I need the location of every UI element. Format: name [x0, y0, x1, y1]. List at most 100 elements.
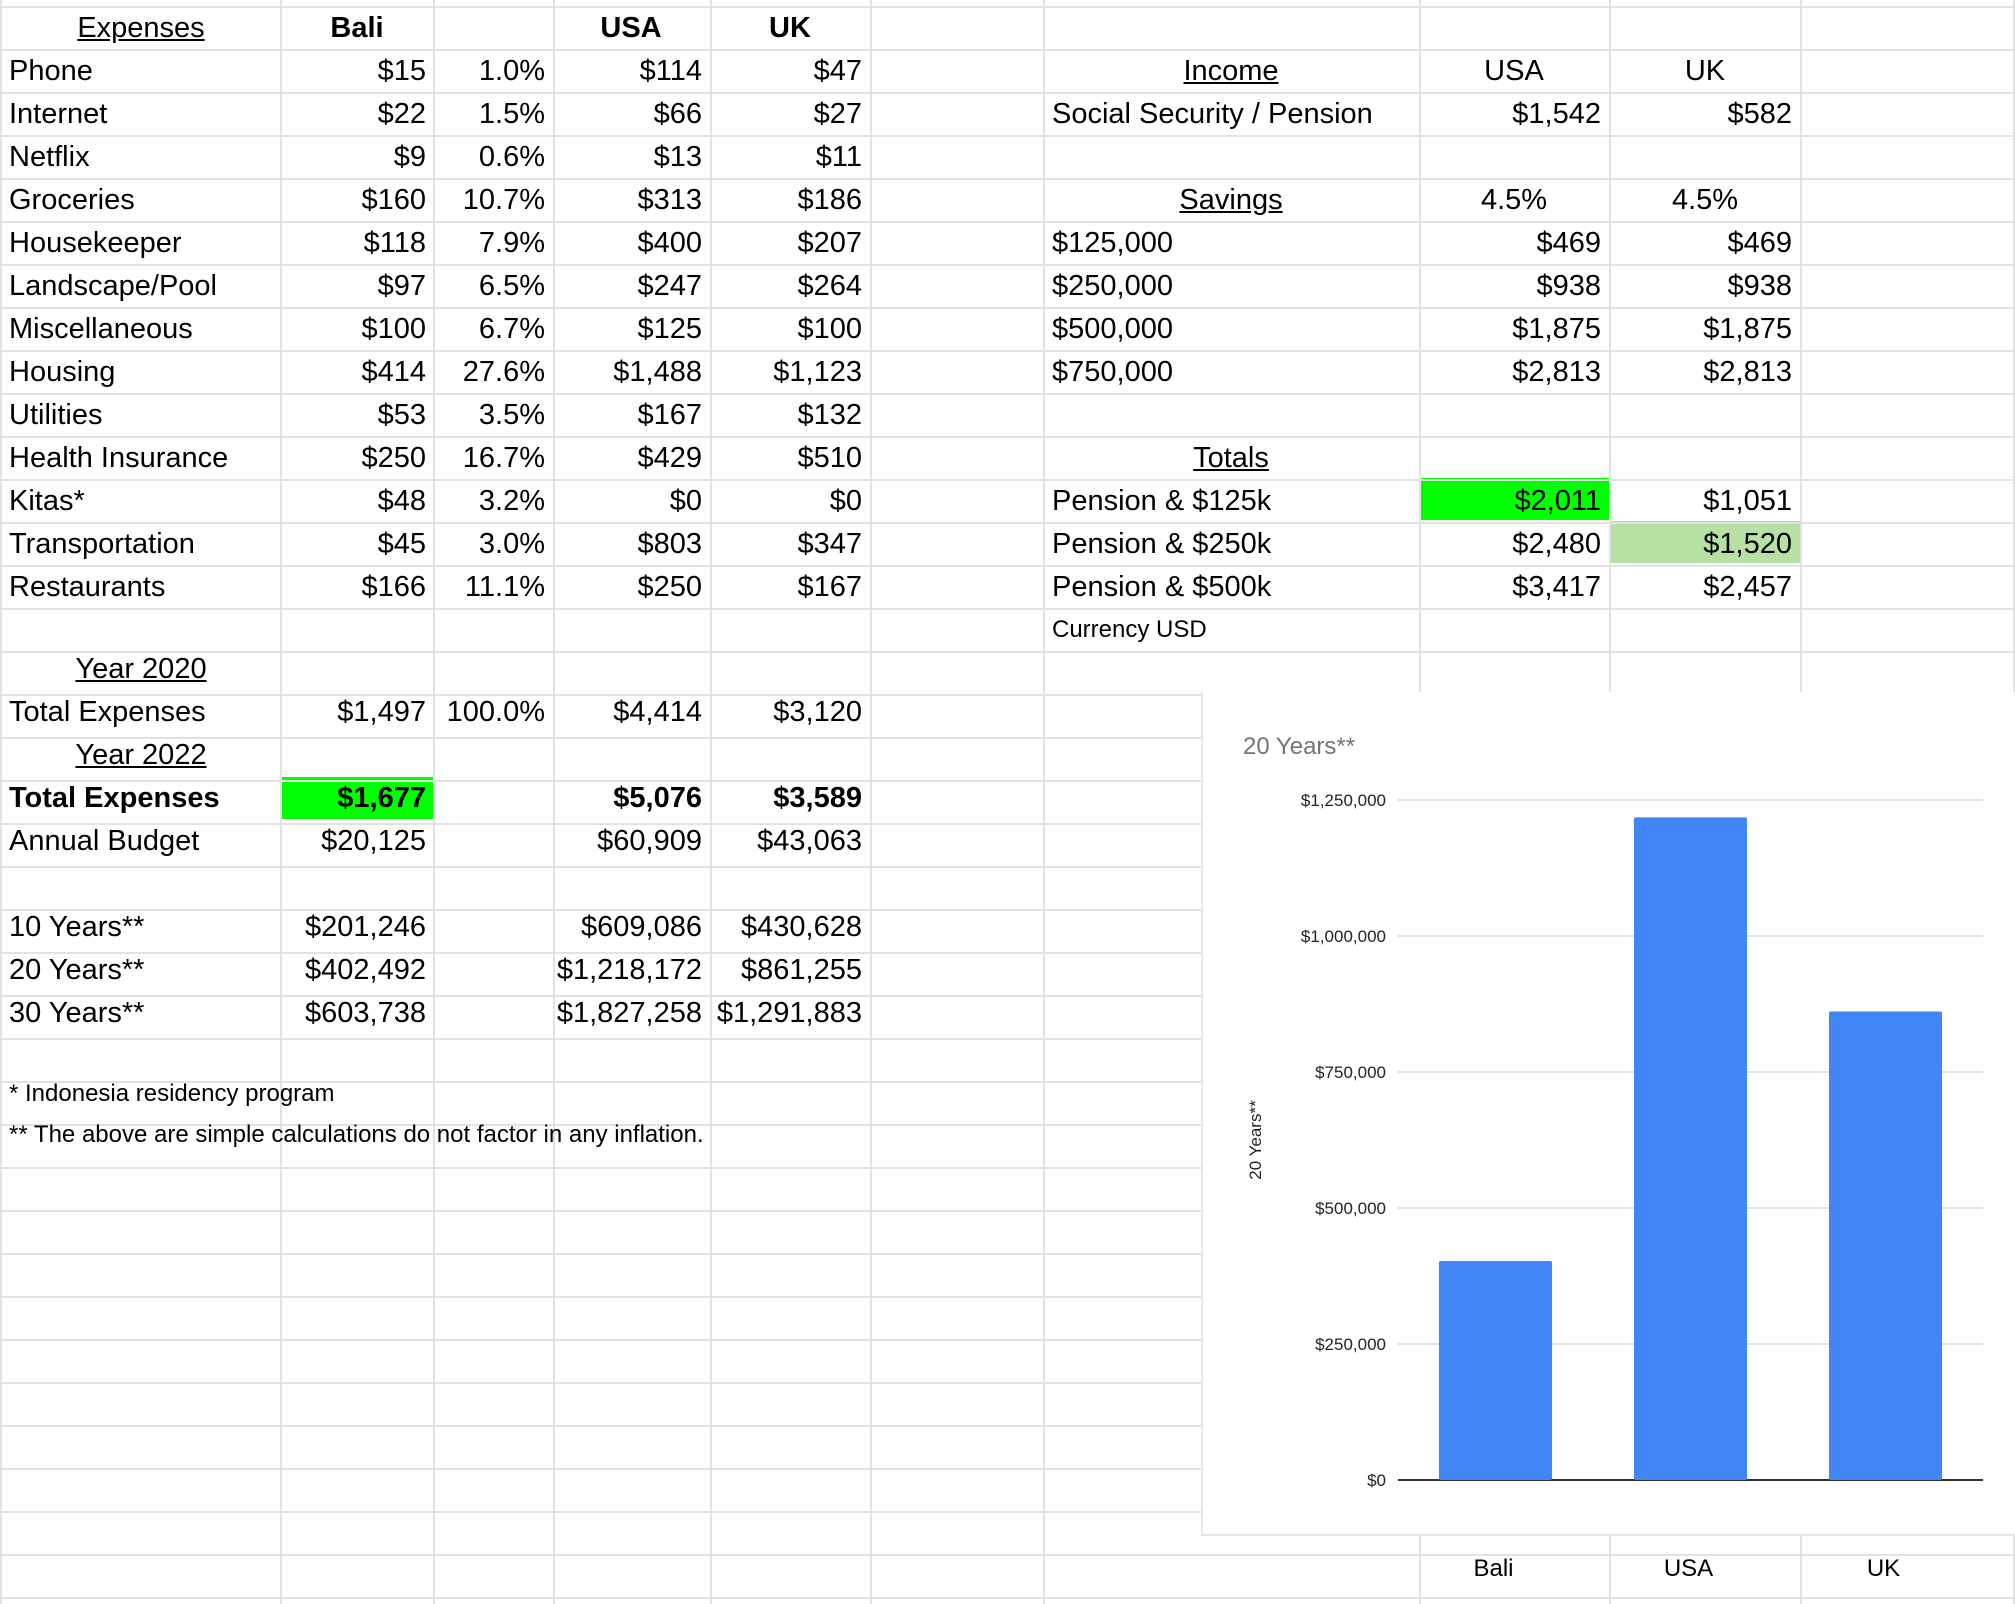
- expense-usa[interactable]: $114: [639, 55, 702, 87]
- annual-budget-bali[interactable]: $20,125: [321, 825, 426, 857]
- expense-name[interactable]: Kitas*: [9, 485, 85, 517]
- expense-pct[interactable]: 7.9%: [478, 227, 545, 259]
- expense-pct[interactable]: 6.5%: [478, 270, 545, 302]
- expense-uk[interactable]: $100: [797, 313, 862, 345]
- income-title[interactable]: Income: [1183, 55, 1279, 87]
- total-expenses-2022-label[interactable]: Total Expenses: [9, 782, 220, 814]
- total-expenses-2022-usa[interactable]: $5,076: [613, 782, 702, 814]
- totals-title[interactable]: Totals: [1193, 442, 1269, 474]
- projection-usa[interactable]: $609,086: [581, 911, 702, 943]
- total-expenses-2020-bali[interactable]: $1,497: [337, 696, 426, 728]
- expense-usa[interactable]: $13: [653, 141, 702, 173]
- savings-uk[interactable]: $1,875: [1703, 313, 1792, 345]
- expense-usa[interactable]: $250: [637, 571, 702, 603]
- expense-pct[interactable]: 1.5%: [478, 98, 545, 130]
- income-header-uk[interactable]: UK: [1684, 55, 1726, 87]
- year-2020-title[interactable]: Year 2020: [75, 653, 207, 685]
- expense-usa[interactable]: $313: [637, 184, 702, 216]
- expense-uk[interactable]: $510: [797, 442, 862, 474]
- totals-uk[interactable]: $1,051: [1703, 485, 1792, 517]
- expense-usa[interactable]: $247: [637, 270, 702, 302]
- total-expenses-2022-uk[interactable]: $3,589: [773, 782, 862, 814]
- expense-bali[interactable]: $53: [377, 399, 426, 431]
- total-expenses-2020-label[interactable]: Total Expenses: [9, 696, 206, 728]
- expense-usa[interactable]: $429: [637, 442, 702, 474]
- column-header-uk[interactable]: UK: [769, 12, 811, 44]
- pension-usa[interactable]: $1,542: [1512, 98, 1601, 130]
- currency-note[interactable]: Currency USD: [1052, 616, 1207, 643]
- savings-uk[interactable]: $2,813: [1703, 356, 1792, 388]
- expense-uk[interactable]: $186: [797, 184, 862, 216]
- savings-usa[interactable]: $938: [1536, 270, 1601, 302]
- savings-amount[interactable]: $750,000: [1052, 356, 1173, 388]
- expense-bali[interactable]: $166: [361, 571, 426, 603]
- expense-name[interactable]: Phone: [9, 55, 93, 87]
- expense-uk[interactable]: $11: [815, 141, 862, 173]
- savings-usa[interactable]: $1,875: [1512, 313, 1601, 345]
- year-2022-title[interactable]: Year 2022: [75, 739, 207, 771]
- expense-name[interactable]: Groceries: [9, 184, 135, 216]
- expense-bali[interactable]: $15: [377, 55, 426, 87]
- projection-bali[interactable]: $402,492: [305, 954, 426, 986]
- total-expenses-2020-usa[interactable]: $4,414: [613, 696, 702, 728]
- expense-usa[interactable]: $1,488: [613, 356, 702, 388]
- pension-label[interactable]: Social Security / Pension: [1052, 98, 1373, 130]
- column-header-bali[interactable]: Bali: [330, 12, 384, 44]
- expense-pct[interactable]: 11.1%: [464, 571, 545, 603]
- projection-bali[interactable]: $603,738: [305, 997, 426, 1029]
- expense-usa[interactable]: $400: [637, 227, 702, 259]
- savings-rate-usa[interactable]: 4.5%: [1480, 184, 1548, 216]
- projection-bali[interactable]: $201,246: [305, 911, 426, 943]
- expense-uk[interactable]: $1,123: [773, 356, 862, 388]
- expense-name[interactable]: Netflix: [9, 141, 90, 173]
- totals-uk[interactable]: $1,520: [1703, 528, 1792, 560]
- expense-name[interactable]: Internet: [9, 98, 108, 130]
- expense-uk[interactable]: $207: [797, 227, 862, 259]
- totals-label[interactable]: Pension & $250k: [1052, 528, 1272, 560]
- expense-pct[interactable]: 0.6%: [478, 141, 545, 173]
- expense-usa[interactable]: $125: [637, 313, 702, 345]
- totals-usa[interactable]: $2,011: [1514, 485, 1601, 517]
- note-inflation[interactable]: ** The above are simple calculations do …: [9, 1121, 704, 1148]
- expense-bali[interactable]: $100: [361, 313, 426, 345]
- total-expenses-2022-bali[interactable]: $1,677: [337, 782, 426, 814]
- expense-name[interactable]: Transportation: [9, 528, 195, 560]
- note-residency[interactable]: * Indonesia residency program: [9, 1080, 335, 1107]
- projection-uk[interactable]: $430,628: [741, 911, 862, 943]
- expense-bali[interactable]: $48: [377, 485, 426, 517]
- expense-uk[interactable]: $167: [797, 571, 862, 603]
- expense-bali[interactable]: $97: [377, 270, 426, 302]
- expense-name[interactable]: Utilities: [9, 399, 103, 431]
- expense-bali[interactable]: $45: [377, 528, 426, 560]
- totals-usa[interactable]: $3,417: [1512, 571, 1601, 603]
- expense-uk[interactable]: $47: [813, 55, 862, 87]
- income-header-usa[interactable]: USA: [1484, 55, 1544, 87]
- totals-usa[interactable]: $2,480: [1512, 528, 1601, 560]
- savings-amount[interactable]: $125,000: [1052, 227, 1173, 259]
- expense-uk[interactable]: $347: [797, 528, 862, 560]
- expense-usa[interactable]: $0: [669, 485, 702, 517]
- expense-bali[interactable]: $160: [361, 184, 426, 216]
- projection-uk[interactable]: $1,291,883: [716, 997, 862, 1029]
- expense-name[interactable]: Landscape/Pool: [9, 270, 217, 302]
- expenses-header[interactable]: Expenses: [77, 12, 205, 44]
- expense-name[interactable]: Housekeeper: [9, 227, 182, 259]
- totals-uk[interactable]: $2,457: [1703, 571, 1792, 603]
- expense-name[interactable]: Restaurants: [9, 571, 166, 603]
- total-expenses-2020-uk[interactable]: $3,120: [773, 696, 862, 728]
- expense-uk[interactable]: $132: [797, 399, 862, 431]
- savings-usa[interactable]: $2,813: [1512, 356, 1601, 388]
- projection-usa[interactable]: $1,827,258: [556, 997, 702, 1029]
- expense-name[interactable]: Miscellaneous: [9, 313, 193, 345]
- expense-name[interactable]: Health Insurance: [9, 442, 229, 474]
- savings-usa[interactable]: $469: [1536, 227, 1601, 259]
- savings-uk[interactable]: $469: [1727, 227, 1792, 259]
- savings-title[interactable]: Savings: [1179, 184, 1283, 216]
- pension-uk[interactable]: $582: [1727, 98, 1792, 130]
- projection-uk[interactable]: $861,255: [741, 954, 862, 986]
- expense-name[interactable]: Housing: [9, 356, 116, 388]
- expense-bali[interactable]: $414: [361, 356, 426, 388]
- savings-uk[interactable]: $938: [1727, 270, 1792, 302]
- projection-label[interactable]: 10 Years**: [9, 911, 145, 943]
- total-expenses-2020-pct[interactable]: 100.0%: [446, 696, 545, 728]
